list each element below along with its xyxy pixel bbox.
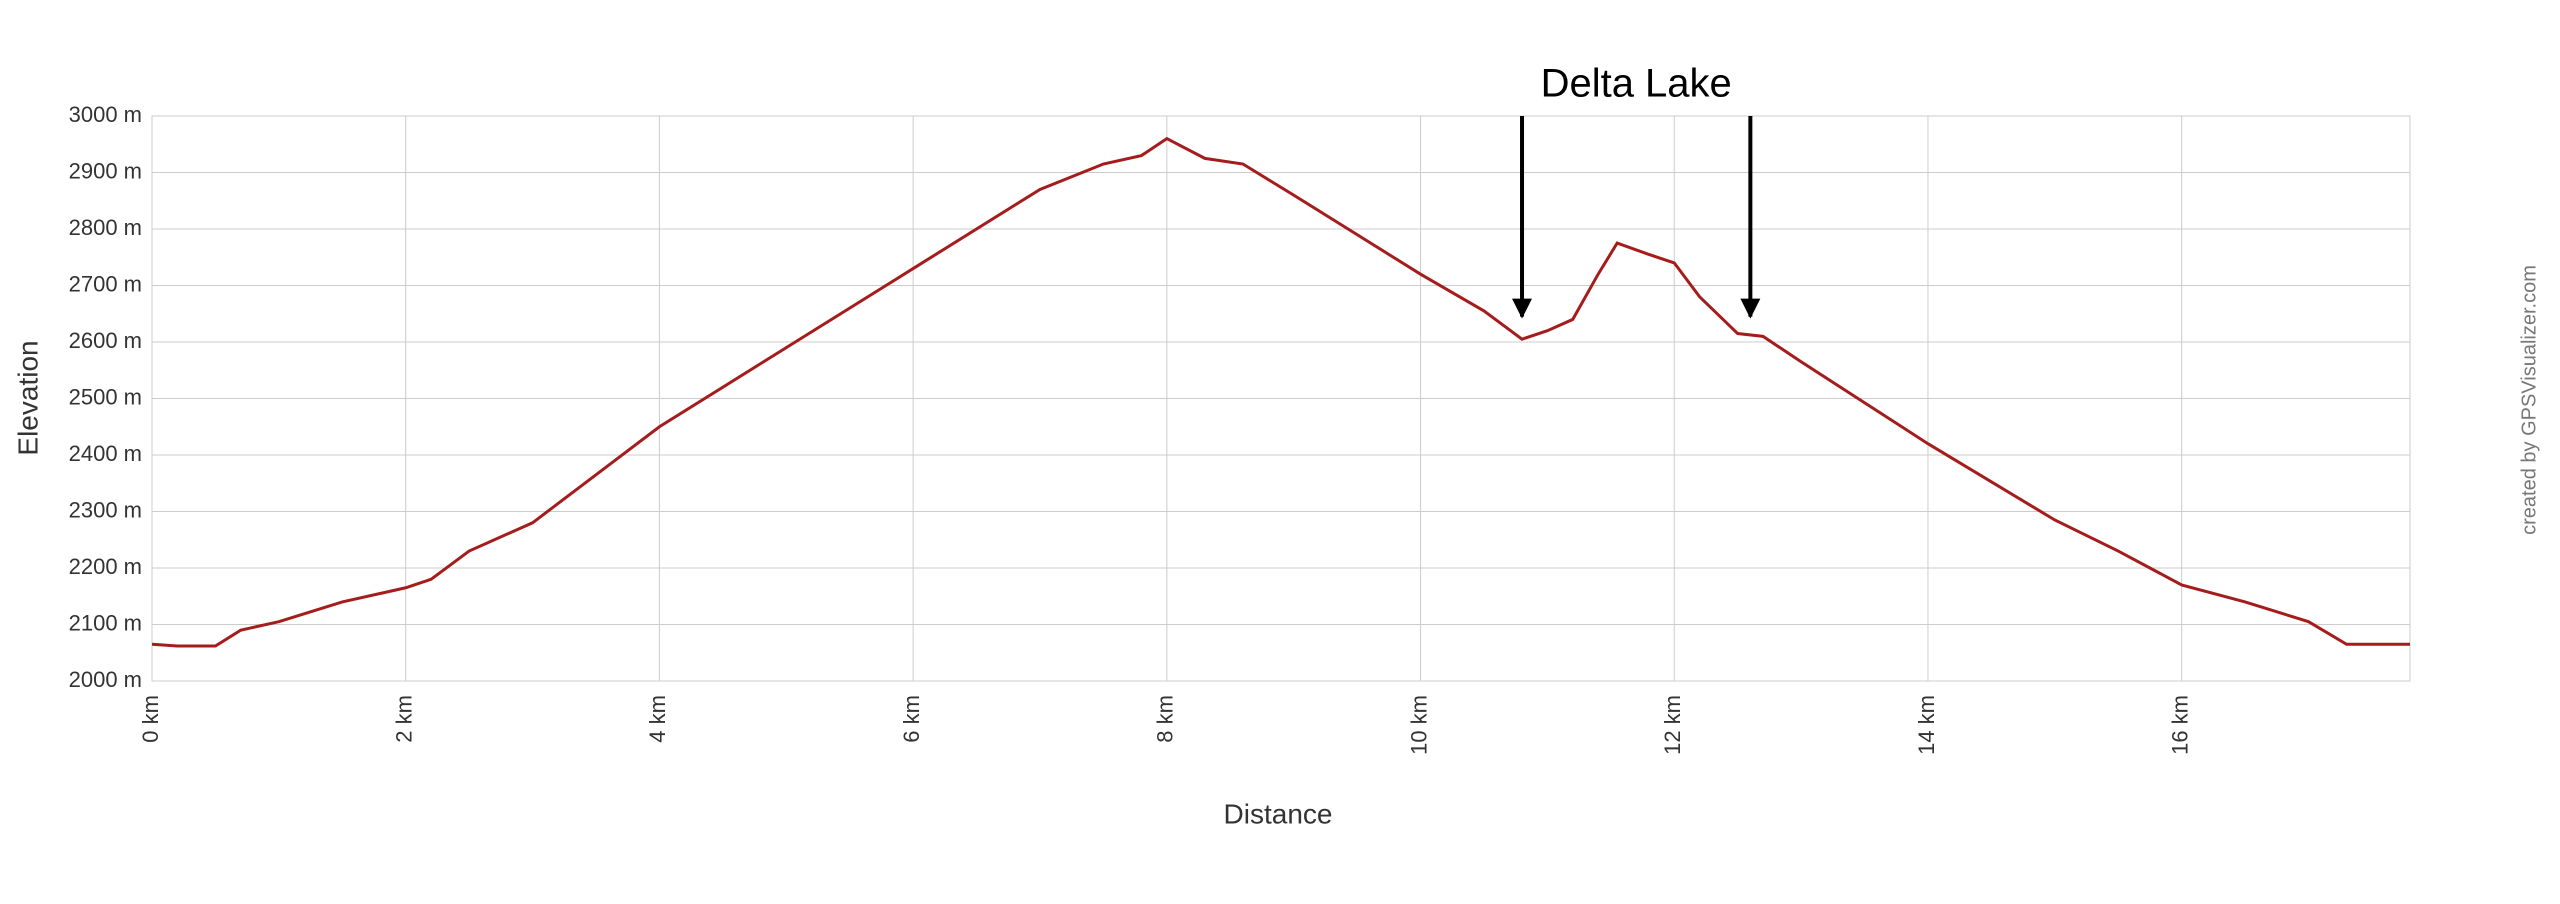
- y-tick-label: 2800 m: [69, 215, 142, 240]
- y-axis-label: Elevation: [12, 340, 43, 455]
- x-tick-label: 8 km: [1153, 695, 1178, 743]
- x-tick-label: 16 km: [2167, 695, 2192, 755]
- x-tick-label: 10 km: [1406, 695, 1431, 755]
- x-tick-label: 14 km: [1914, 695, 1939, 755]
- x-tick-label: 12 km: [1660, 695, 1685, 755]
- y-tick-label: 2200 m: [69, 554, 142, 579]
- x-tick-label: 4 km: [645, 695, 670, 743]
- x-tick-label: 0 km: [138, 695, 163, 743]
- x-tick-label: 2 km: [392, 695, 417, 743]
- x-axis-label: Distance: [1224, 798, 1333, 829]
- x-tick-label: 6 km: [899, 695, 924, 743]
- y-tick-label: 3000 m: [69, 102, 142, 127]
- y-tick-label: 2500 m: [69, 384, 142, 409]
- y-tick-label: 2100 m: [69, 610, 142, 635]
- y-tick-label: 2300 m: [69, 497, 142, 522]
- y-tick-label: 2400 m: [69, 441, 142, 466]
- y-tick-label: 2000 m: [69, 667, 142, 692]
- y-tick-label: 2700 m: [69, 271, 142, 296]
- credit: created by GPSVisualizer.com: [2518, 265, 2540, 535]
- y-tick-label: 2900 m: [69, 158, 142, 183]
- elevation-line: [151, 136, 2410, 648]
- y-tick-label: 2600 m: [69, 328, 142, 353]
- annotation: Delta Lake: [1541, 62, 1732, 106]
